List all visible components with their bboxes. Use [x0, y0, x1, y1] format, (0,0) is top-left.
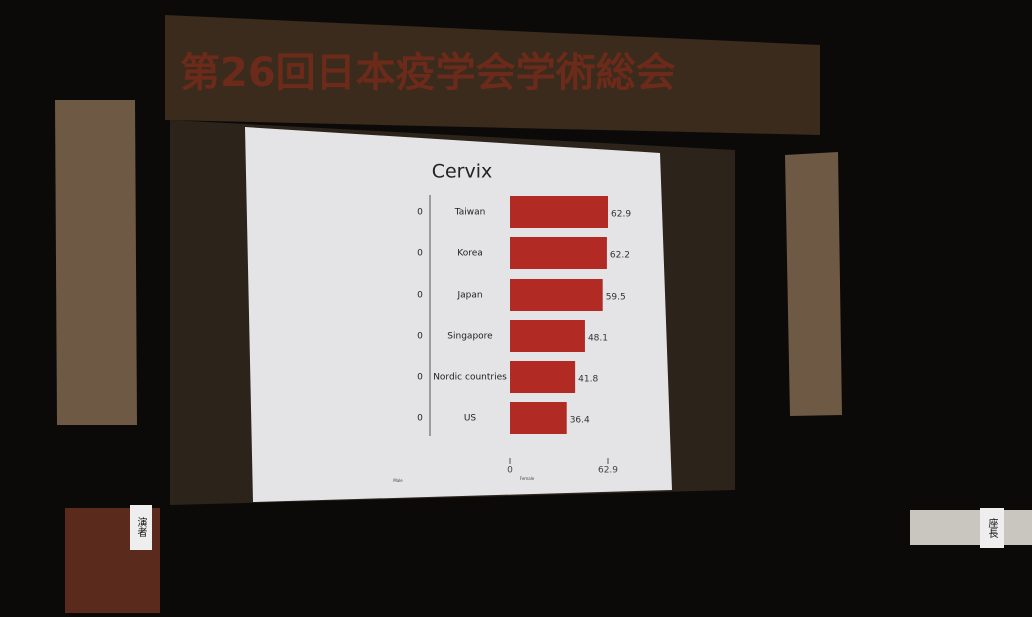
female-bar — [510, 196, 608, 228]
speaker-sign-text: 演者 — [135, 516, 147, 538]
chair-sign-text: 座長 — [986, 517, 998, 539]
female-value-label: 41.8 — [578, 375, 598, 385]
male-value-label: 0 — [417, 332, 423, 342]
banner — [165, 15, 820, 135]
chart: Cervix Taiwan 0 62.9 Korea 0 62.2 Japan 0 59.5 Si… — [393, 161, 631, 484]
side-banner-right — [785, 152, 842, 416]
female-value-label: 62.9 — [611, 210, 631, 220]
female-value-label: 36.4 — [570, 416, 590, 426]
female-value-label: 48.1 — [588, 334, 608, 344]
chair-desk — [910, 510, 1032, 545]
male-value-label: 0 — [417, 414, 423, 424]
category-label: Nordic countries — [433, 373, 507, 383]
category-label: Japan — [456, 291, 482, 301]
chair-sign — [980, 508, 1004, 548]
category-label: Korea — [457, 249, 483, 259]
male-value-label: 0 — [417, 249, 423, 259]
female-value-label: 59.5 — [606, 293, 626, 303]
legend-label: Male — [393, 478, 403, 483]
female-bar — [510, 237, 607, 269]
female-bar — [510, 361, 576, 393]
male-value-label: 0 — [417, 373, 423, 383]
legend-label: Female — [520, 476, 535, 481]
chart-title: Cervix — [432, 161, 493, 183]
x-tick-label: 0 — [507, 466, 513, 476]
female-bar — [510, 279, 603, 311]
male-value-label: 0 — [417, 208, 423, 218]
category-label: Singapore — [447, 332, 493, 342]
banner-title: 第26回日本疫学会学術総会 — [180, 50, 676, 96]
slide — [245, 127, 672, 502]
x-tick-label: 62.9 — [598, 466, 618, 476]
male-value-label: 0 — [417, 291, 423, 301]
speaker-sign — [130, 505, 152, 550]
category-label: US — [464, 414, 477, 424]
side-banner-left — [55, 100, 137, 425]
female-value-label: 62.2 — [610, 251, 630, 261]
category-label: Taiwan — [454, 208, 486, 218]
female-bar — [510, 320, 585, 352]
female-bar — [510, 402, 567, 434]
